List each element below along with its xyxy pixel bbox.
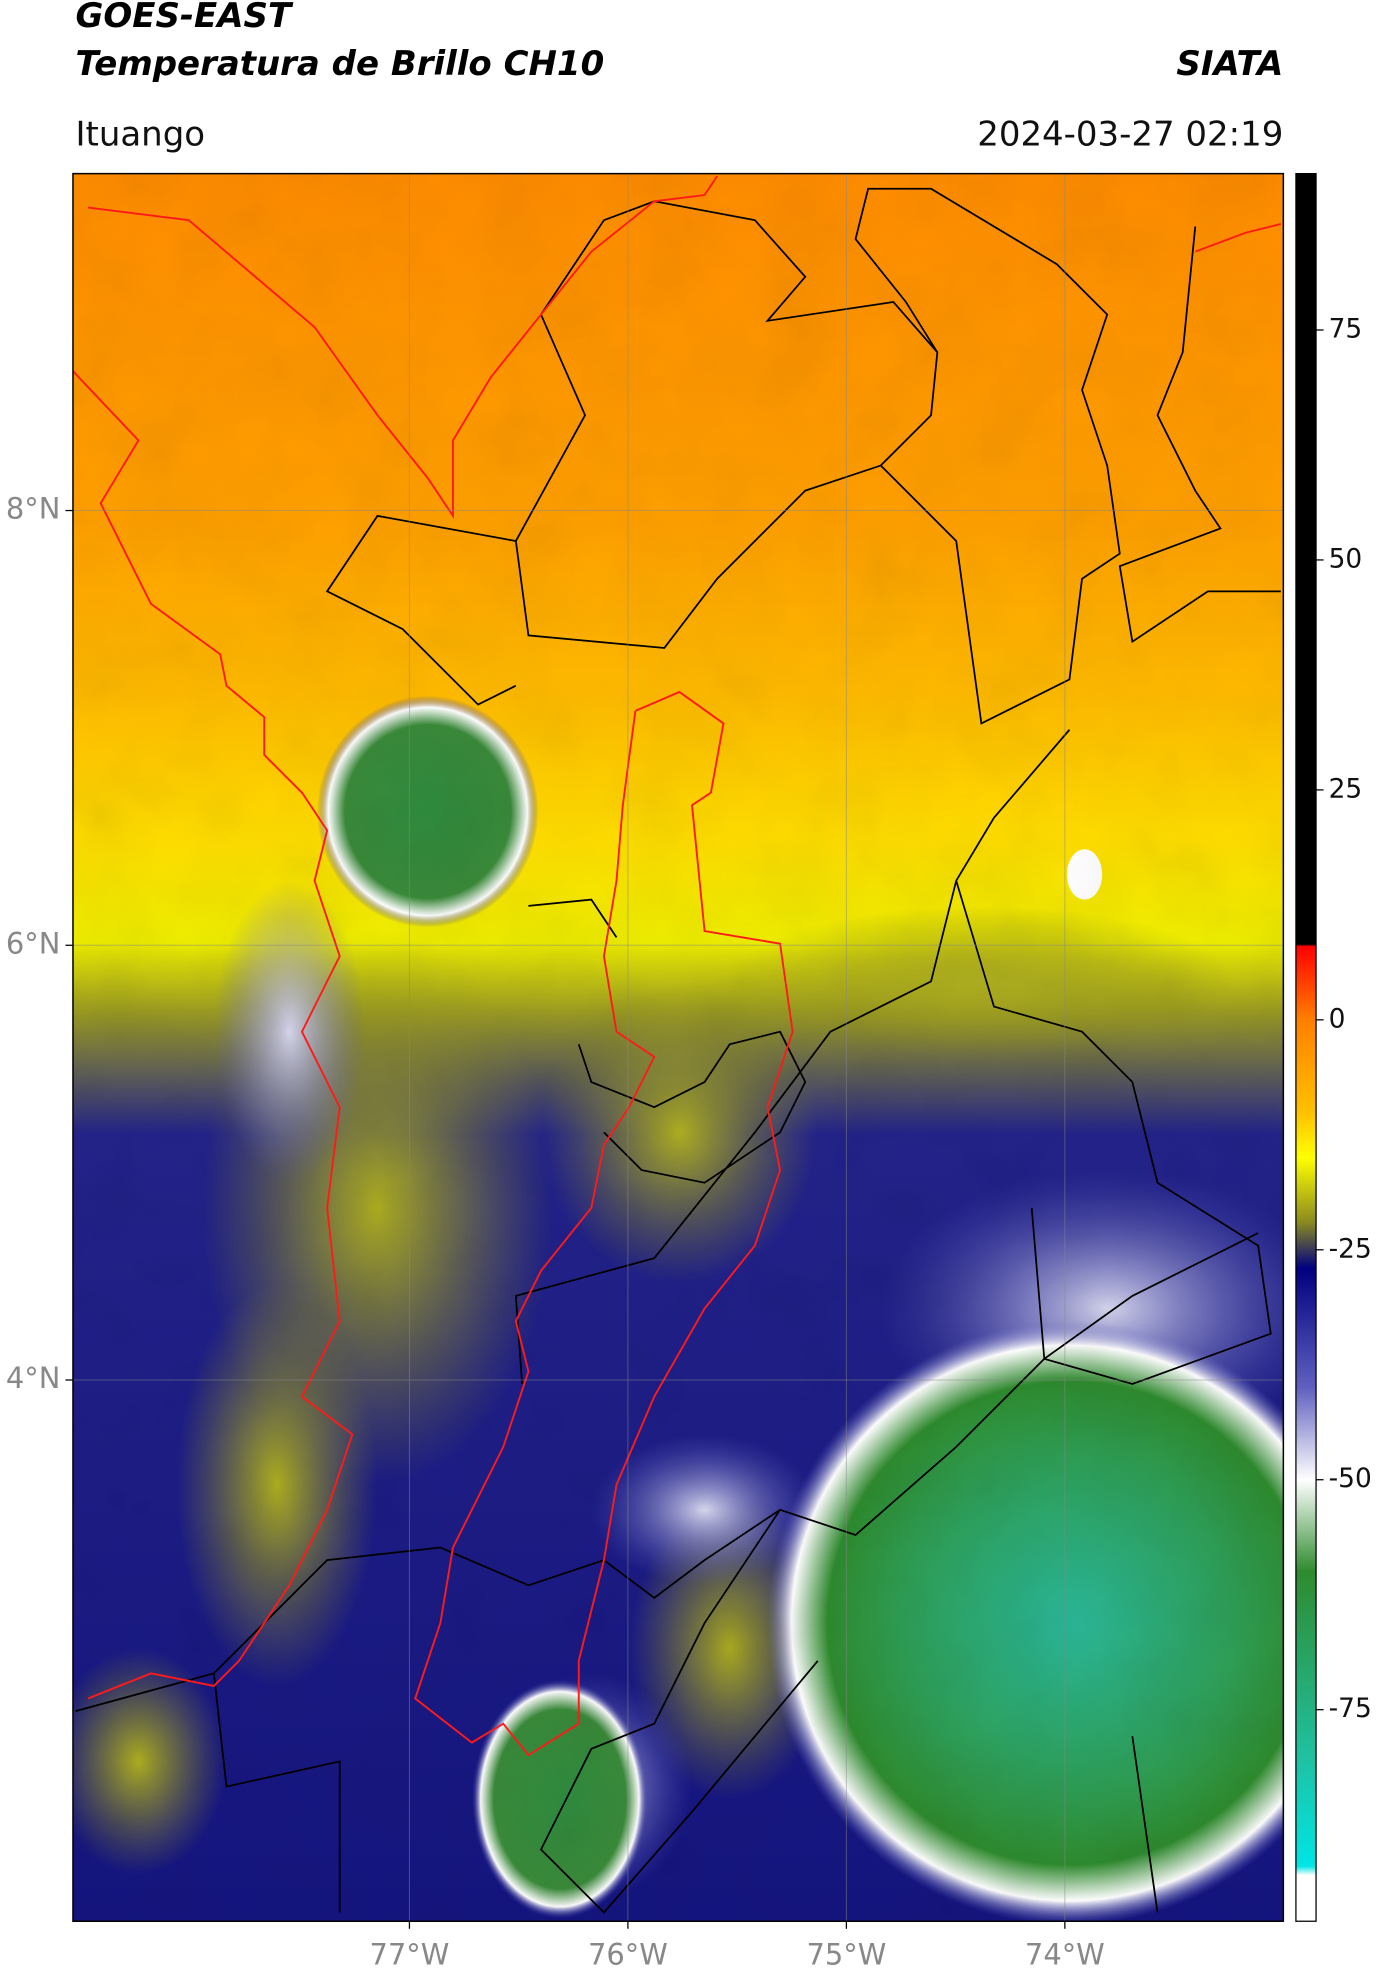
colorbar-tick-label: 75 [1329,313,1363,344]
region: Ituango [75,114,205,154]
colorbar-tick-label: 0 [1329,1003,1346,1034]
colorbar [1295,172,1317,1922]
lat-tick-label: 8°N [6,492,61,526]
lat-tick-label: 6°N [6,926,61,960]
map-frame [72,172,1285,1922]
source: SIATA [1176,44,1283,84]
lon-tick-label: 76°W [588,1937,668,1971]
lon-tick-label: 75°W [806,1937,886,1971]
colorbar-tick-label: -75 [1329,1693,1372,1724]
lon-tick-label: 74°W [1025,1937,1105,1971]
colorbar-tick-label: -25 [1329,1233,1372,1264]
colorbar-tick-label: 25 [1329,773,1363,804]
satellite-image [72,173,1284,1922]
lat-tick-label: 4°N [6,1361,61,1395]
title: GOES-EAST [75,0,293,36]
datetime: 2024-03-27 02:19 [977,114,1283,154]
subtitle: Temperatura de Brillo CH10 [75,44,604,84]
colorbar-tick-label: -50 [1329,1463,1372,1494]
colorbar-tick-label: 50 [1329,543,1363,574]
graticule [72,173,1284,1922]
lon-tick-label: 77°W [369,1937,449,1971]
